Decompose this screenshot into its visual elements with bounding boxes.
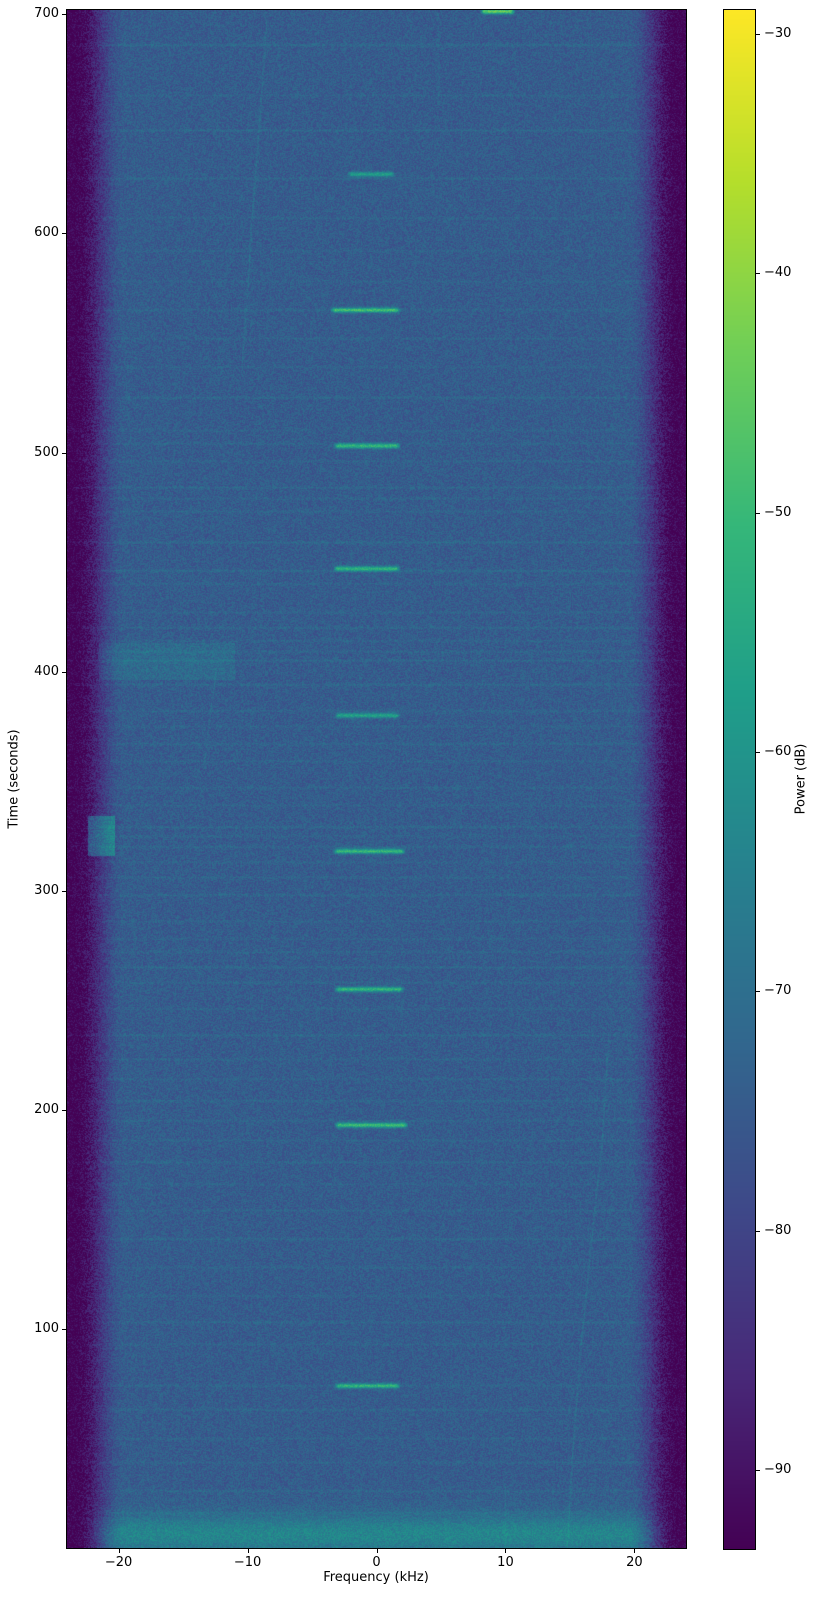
colorbar-tick-mark	[756, 991, 760, 992]
colorbar-label: Power (dB)	[793, 743, 809, 815]
colorbar-tick-mark	[756, 1231, 760, 1232]
plot-area	[66, 9, 687, 1549]
colorbar-tick-label: −50	[764, 504, 792, 520]
x-tick-mark	[634, 1549, 635, 1553]
y-axis-label: Time (seconds)	[6, 729, 22, 829]
colorbar-tick-mark	[756, 273, 760, 274]
colorbar-tick-mark	[756, 752, 760, 753]
x-tick-label: 10	[497, 1555, 514, 1570]
colorbar-tick-label: −40	[764, 265, 792, 281]
y-tick-label: 500	[34, 444, 59, 460]
colorbar-tick-label: −60	[764, 743, 792, 759]
x-axis-label: Frequency (kHz)	[323, 1570, 429, 1585]
colorbar-tick-label: −30	[764, 25, 792, 41]
x-tick-mark	[119, 1549, 120, 1553]
y-tick-label: 600	[34, 225, 59, 241]
x-tick-label: −10	[233, 1555, 262, 1570]
colorbar-gradient-canvas	[724, 10, 755, 1549]
colorbar-tick-mark	[756, 513, 760, 514]
colorbar-tick-mark	[756, 34, 760, 35]
spectrogram-heatmap-canvas	[67, 10, 686, 1548]
x-tick-mark	[248, 1549, 249, 1553]
x-tick-label: −20	[104, 1555, 133, 1570]
colorbar-tick-mark	[756, 1470, 760, 1471]
colorbar-tick-label: −70	[764, 983, 792, 999]
y-tick-label: 200	[34, 1101, 59, 1117]
colorbar	[723, 9, 756, 1550]
x-tick-mark	[505, 1549, 506, 1553]
colorbar-tick-label: −90	[764, 1462, 792, 1477]
x-tick-mark	[377, 1549, 378, 1553]
y-tick-label: 300	[34, 882, 59, 898]
y-tick-label: 700	[34, 6, 59, 22]
colorbar-tick-label: −80	[764, 1222, 792, 1238]
y-tick-label: 400	[34, 663, 59, 679]
y-tick-label: 100	[34, 1320, 59, 1336]
x-tick-label: 20	[626, 1555, 643, 1570]
